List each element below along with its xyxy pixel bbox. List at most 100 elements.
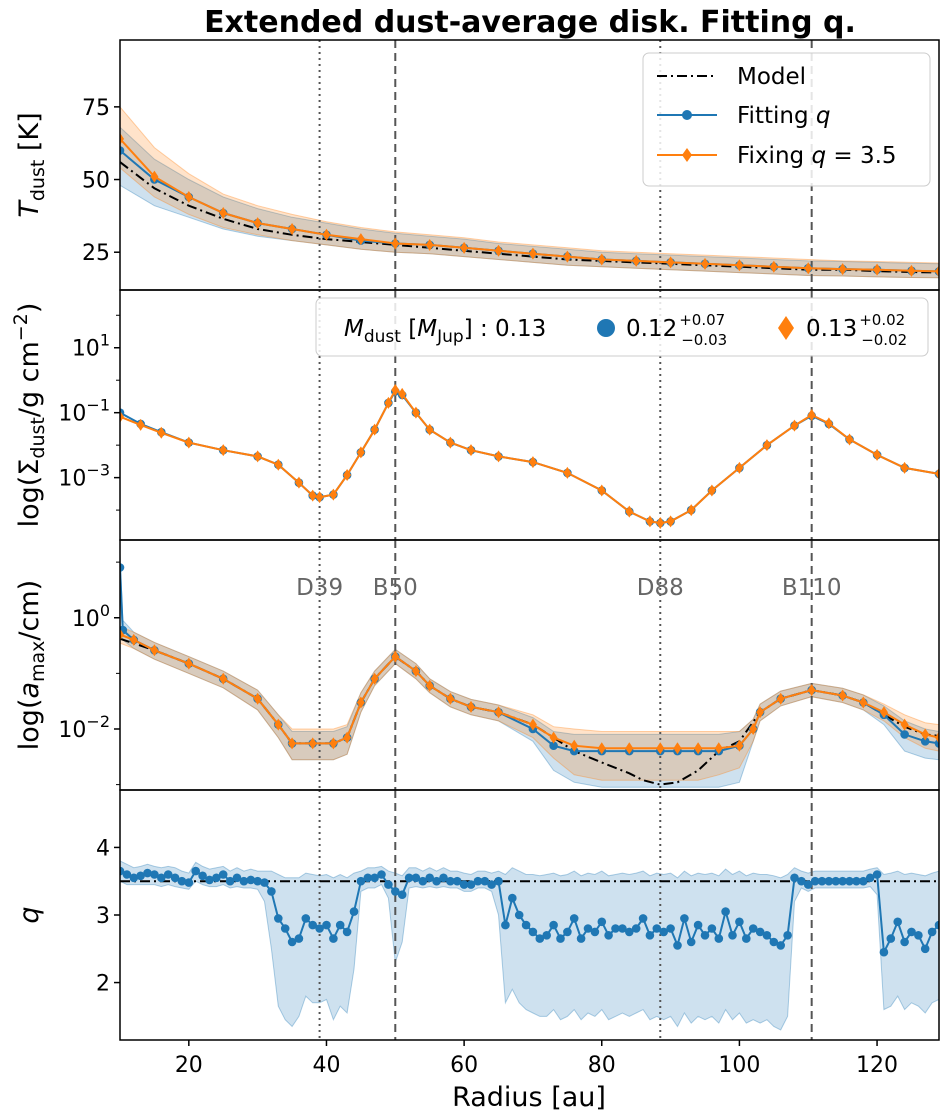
fitting-point [122, 870, 132, 879]
fitting-point [349, 907, 359, 916]
fixing-point [625, 505, 634, 518]
fixing-point [838, 263, 847, 276]
fixing-uncertainty-band [120, 625, 939, 781]
fixing-point [494, 450, 503, 463]
y-tick-label: 75 [82, 96, 110, 121]
fixing-point [769, 260, 778, 273]
fixing-point [184, 190, 193, 203]
fitting-point [501, 920, 510, 930]
fixing-point [308, 737, 317, 750]
fixing-point [666, 515, 675, 528]
fitting-point [218, 870, 228, 879]
fixing-point [322, 228, 331, 241]
fixing-point [425, 238, 434, 251]
fixing-point [384, 396, 393, 409]
y-tick-label: 10−1 [58, 396, 110, 427]
legend: Model Fitting q Fixing q = 3.5 [642, 52, 931, 187]
fixing-point [935, 265, 939, 278]
fitting-point [377, 870, 386, 879]
fixing-point [563, 466, 572, 479]
fixing-point [935, 467, 939, 480]
fitting-uncertainty-band [120, 553, 939, 788]
fixing-point [219, 672, 228, 685]
fitting-point [900, 730, 909, 739]
feature-label-b110: B110 [782, 575, 842, 601]
fitting-point [645, 931, 655, 940]
feature-label-d39: D39 [296, 575, 343, 601]
fitting-point [480, 876, 490, 886]
fitting-point [907, 927, 916, 937]
legend-model-label: Model [737, 64, 806, 90]
fixing-point [549, 731, 558, 744]
fixing-point [398, 387, 407, 400]
fixing-point [120, 132, 124, 145]
panel-q: 2 3 4 q [14, 789, 940, 1046]
mass-legend-fixing: 0.13 +0.02 −0.02 [806, 311, 907, 349]
fitting-point [267, 887, 276, 896]
y-tick-label: 4 [96, 836, 110, 861]
fitting-point [783, 931, 792, 940]
fitting-point [514, 910, 524, 920]
x-tick-label: 120 [856, 1053, 898, 1078]
mass-legend-model: Mdust [MJup] : 0.13 [344, 316, 546, 347]
fitting-point [556, 934, 565, 943]
legend-fitting-marker [682, 110, 692, 120]
fixing-point [391, 237, 400, 250]
fixing-point [343, 731, 352, 744]
fitting-point [157, 873, 166, 883]
fitting-point [521, 920, 531, 930]
fixing-point [274, 458, 283, 471]
fitting-line [120, 390, 939, 525]
fixing-point [253, 217, 262, 230]
fixing-point [356, 233, 365, 246]
fitting-point [418, 876, 428, 886]
fixing-point [656, 742, 665, 755]
fitting-point [315, 924, 324, 933]
fitting-point [163, 870, 173, 879]
fixing-point [253, 692, 262, 705]
fixing-point [824, 417, 833, 430]
fixing-point [632, 254, 641, 267]
fitting-point [666, 924, 675, 933]
fixing-point [425, 423, 434, 436]
fixing-point [446, 692, 455, 705]
fixing-point [184, 657, 193, 670]
fitting-point [143, 868, 152, 878]
fitting-point [212, 873, 221, 883]
fixing-point [356, 696, 365, 709]
fitting-point [329, 934, 338, 943]
fixing-point [625, 742, 634, 755]
fixing-point [776, 692, 785, 705]
fitting-point [150, 870, 159, 879]
fixing-point [873, 263, 882, 276]
fitting-point [652, 924, 662, 933]
fitting-point [528, 927, 538, 937]
fitting-point [335, 920, 345, 930]
fixing-point [838, 689, 847, 702]
plot-area-tdust [120, 40, 939, 290]
legend-fixing-label: Fixing q = 3.5 [737, 143, 897, 169]
fitting-point [721, 907, 730, 916]
fitting-point [549, 920, 558, 930]
fitting-point [590, 927, 600, 937]
fitting-point [391, 887, 400, 896]
fixing-point [597, 484, 606, 497]
feature-label-d88: D88 [637, 575, 684, 601]
fixing-point [288, 222, 297, 235]
fixing-point [528, 456, 537, 469]
fitting-point [466, 880, 476, 889]
fixing-point [494, 244, 503, 257]
fixing-point [411, 406, 420, 419]
fixing-point [859, 696, 868, 709]
fitting-point [411, 873, 421, 883]
fixing-line [120, 388, 939, 525]
plot-area-sigma [120, 290, 939, 540]
fitting-point [803, 880, 813, 889]
fitting-point [686, 937, 696, 947]
fitting-point [136, 871, 145, 881]
fitting-point [700, 931, 710, 940]
fixing-point [494, 706, 503, 719]
fitting-point [659, 927, 668, 937]
x-tick-label: 100 [718, 1053, 760, 1078]
fitting-point [817, 876, 827, 886]
